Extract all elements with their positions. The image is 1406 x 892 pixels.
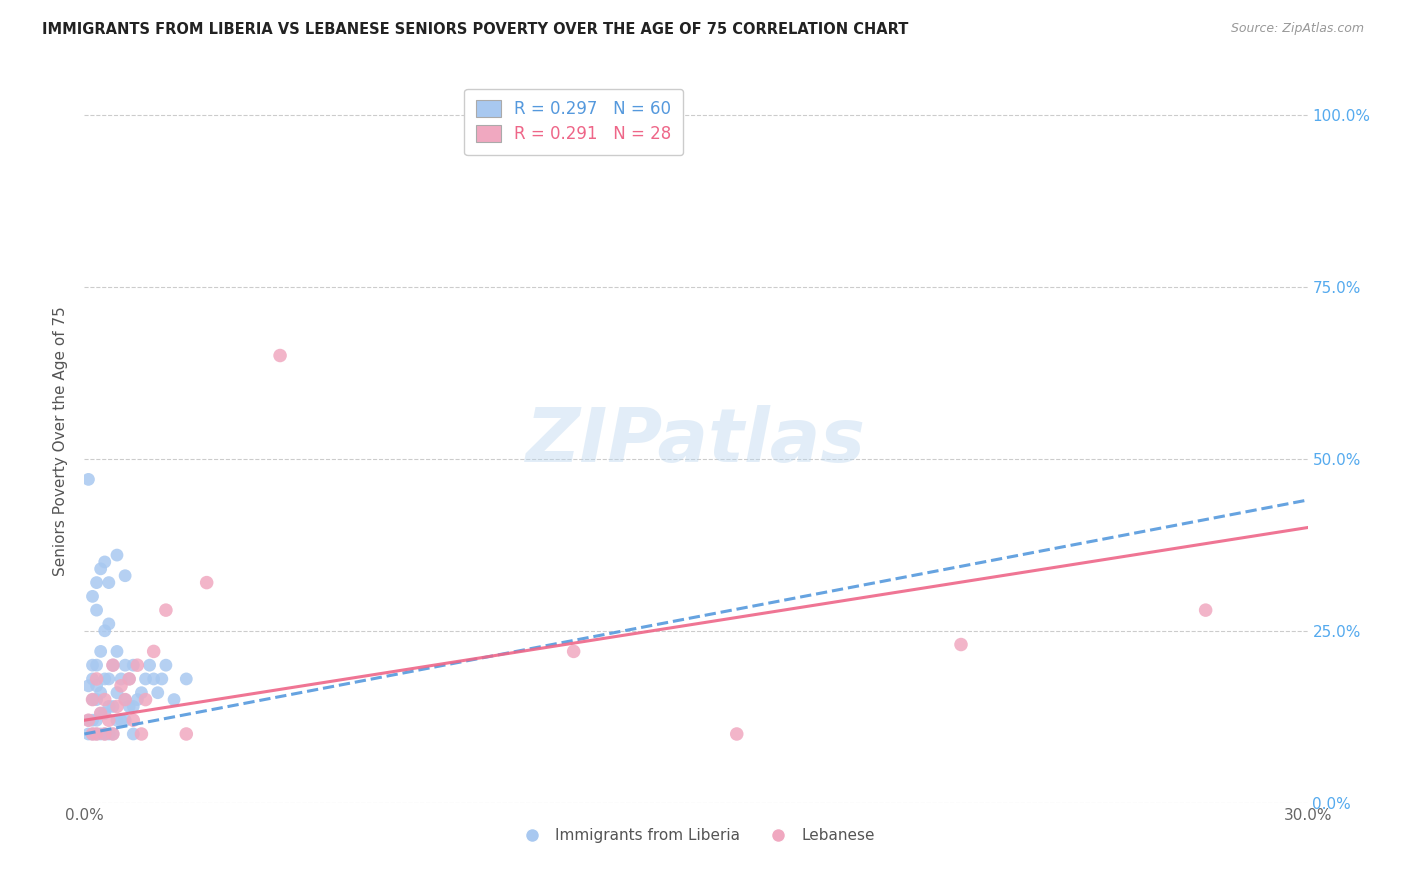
Point (93, 624, 115, 638)
Point (86, 603, 108, 617)
Point (86, 727, 108, 741)
Point (77, 679, 100, 693)
Point (146, 686, 169, 700)
Point (93, 727, 115, 741)
Point (174, 727, 197, 741)
Point (90, 706, 112, 721)
Text: ZIPatlas: ZIPatlas (526, 405, 866, 478)
Point (77, 713, 100, 727)
Point (86, 727, 108, 741)
Point (82, 692, 104, 706)
Point (142, 672, 165, 686)
Point (118, 672, 141, 686)
Point (93, 692, 115, 706)
Point (142, 644, 165, 658)
Legend: Immigrants from Liberia, Lebanese: Immigrants from Liberia, Lebanese (510, 822, 882, 849)
Point (725, 727, 748, 741)
Point (1195, 603, 1218, 617)
Point (131, 686, 153, 700)
Point (86, 672, 108, 686)
Point (135, 672, 157, 686)
Point (135, 692, 157, 706)
Point (950, 638, 973, 652)
Point (122, 713, 145, 727)
Point (155, 658, 177, 673)
Point (97, 616, 120, 631)
Point (86, 575, 108, 590)
Point (101, 727, 124, 741)
Point (114, 568, 136, 582)
Point (122, 658, 145, 673)
Point (93, 727, 115, 741)
Point (105, 644, 128, 658)
Text: IMMIGRANTS FROM LIBERIA VS LEBANESE SENIORS POVERTY OVER THE AGE OF 75 CORRELATI: IMMIGRANTS FROM LIBERIA VS LEBANESE SENI… (42, 22, 908, 37)
Point (105, 713, 128, 727)
Point (101, 699, 124, 714)
Point (110, 672, 132, 686)
Point (82, 692, 104, 706)
Point (131, 727, 153, 741)
Point (90, 686, 112, 700)
Point (269, 349, 291, 363)
Point (93, 555, 115, 569)
Point (86, 692, 108, 706)
Point (195, 575, 218, 590)
Point (90, 562, 112, 576)
Point (86, 713, 108, 727)
Point (82, 658, 104, 673)
Point (97, 575, 120, 590)
Point (127, 692, 149, 706)
Point (562, 644, 585, 658)
Point (155, 603, 177, 617)
Point (122, 699, 145, 714)
Point (163, 692, 186, 706)
Point (150, 672, 173, 686)
Point (90, 644, 112, 658)
Point (101, 658, 124, 673)
Point (97, 727, 120, 741)
Point (93, 672, 115, 686)
Point (118, 699, 141, 714)
Point (122, 727, 145, 741)
Y-axis label: Seniors Poverty Over the Age of 75: Seniors Poverty Over the Age of 75 (53, 307, 69, 576)
Point (82, 727, 104, 741)
Point (77, 727, 100, 741)
Point (101, 658, 124, 673)
Point (77, 472, 100, 486)
Point (86, 658, 108, 673)
Point (77, 713, 100, 727)
Point (90, 727, 112, 741)
Point (114, 713, 136, 727)
Point (105, 686, 128, 700)
Point (97, 699, 120, 714)
Point (118, 672, 141, 686)
Point (110, 713, 132, 727)
Point (82, 590, 104, 604)
Point (97, 713, 120, 727)
Point (82, 727, 104, 741)
Point (82, 672, 104, 686)
Point (174, 672, 197, 686)
Point (138, 658, 160, 673)
Point (82, 713, 104, 727)
Text: Source: ZipAtlas.com: Source: ZipAtlas.com (1230, 22, 1364, 36)
Point (127, 658, 149, 673)
Point (86, 679, 108, 693)
Point (90, 706, 112, 721)
Point (93, 706, 115, 721)
Point (101, 727, 124, 741)
Point (114, 692, 136, 706)
Point (110, 679, 132, 693)
Point (97, 672, 120, 686)
Point (114, 692, 136, 706)
Point (105, 699, 128, 714)
Point (114, 658, 136, 673)
Point (105, 548, 128, 562)
